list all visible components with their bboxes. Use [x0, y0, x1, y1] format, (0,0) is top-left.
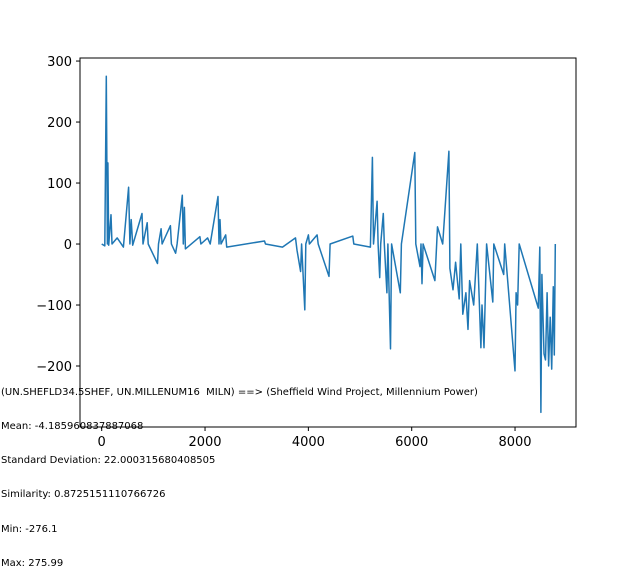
std-dev-value: Standard Deviation: 22.000315680408505: [1, 455, 216, 467]
similarity-value: Similarity: 0.8725151110766726: [1, 489, 166, 501]
axis-ticks: 0 2000 4000 6000 8000 −200 −100 0 100 200 300: [36, 55, 531, 450]
mean-value: Mean: -4.185960837887068: [1, 421, 144, 433]
y-tick-label: −200: [36, 360, 72, 375]
min-value: Min: -276.1: [1, 523, 58, 535]
y-tick-label: 100: [47, 177, 72, 192]
y-tick-label: 0: [64, 238, 72, 253]
x-tick-label: 6000: [395, 435, 428, 450]
y-tick-label: 300: [47, 55, 72, 70]
plot-area: [101, 75, 557, 414]
max-value: Max: 275.99: [1, 557, 64, 569]
x-tick-label: 0: [98, 435, 106, 450]
x-tick-label: 4000: [292, 435, 325, 450]
x-tick-label: 2000: [188, 435, 221, 450]
x-tick-label: 8000: [498, 435, 531, 450]
stats-annotation: (UN.SHEFLD34.5SHEF, UN.MILLENUM16 MILN) …: [1, 364, 478, 581]
axes-frame: [79, 57, 577, 428]
pair-description: (UN.SHEFLD34.5SHEF, UN.MILLENUM16 MILN) …: [1, 386, 478, 398]
series-line-0: [101, 75, 557, 414]
y-tick-label: −100: [36, 299, 72, 314]
y-tick-label: 200: [47, 116, 72, 131]
line-chart: 0 2000 4000 6000 8000 −200 −100 0 100 200 300: [36, 55, 577, 450]
